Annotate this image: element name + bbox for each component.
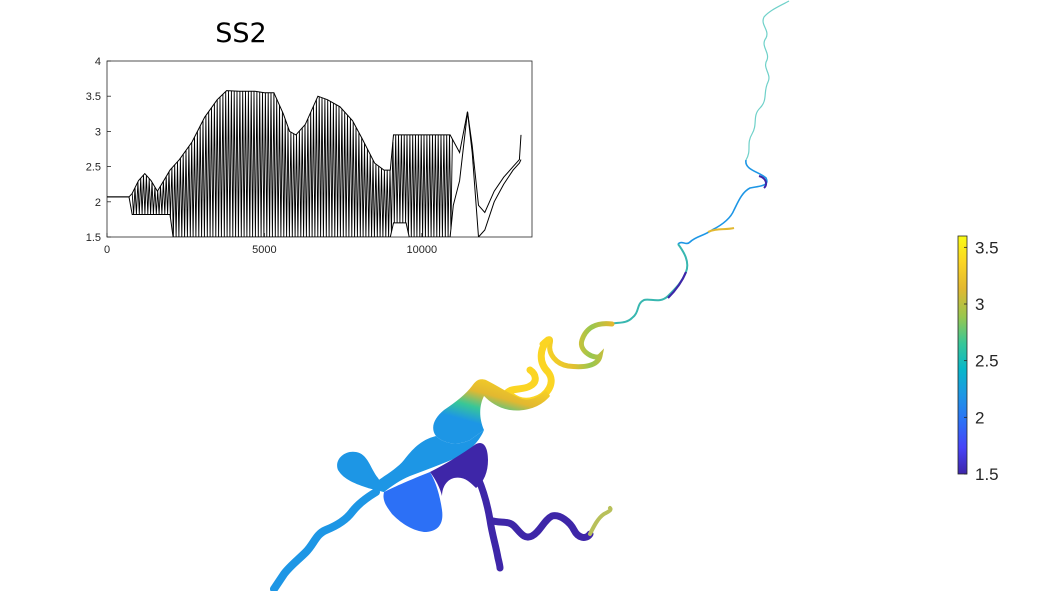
series-line-lower	[107, 111, 522, 237]
series-line-oscillation	[131, 90, 453, 237]
upstream-river-mid	[677, 159, 768, 245]
y-tick-label: 4	[95, 56, 101, 68]
colorbar-tick-label: 3.5	[975, 238, 999, 257]
upstream-bend-yellow	[707, 227, 735, 233]
west-channel-lower	[270, 488, 380, 591]
colorbar-ticks: 1.5 2 2.5 3 3.5	[964, 238, 999, 484]
x-tick-label: 10000	[407, 244, 438, 256]
estuary-blue	[383, 472, 443, 532]
colorbar: 1.5 2 2.5 3 3.5	[957, 235, 999, 484]
x-axis-ticks: 0 5000 10000	[104, 233, 437, 256]
east-branch-tip	[588, 506, 613, 536]
upstream-river-lower	[609, 243, 689, 325]
plot-title: SS2	[215, 18, 266, 49]
y-tick-label: 2.5	[86, 162, 101, 174]
colorbar-gradient	[957, 235, 968, 475]
upstream-dark-reach	[667, 271, 688, 299]
line-plot: SS2 0 5000 10000 1.5 2 2.5 3 3.5 4	[86, 18, 533, 256]
meander-green	[539, 321, 615, 370]
estuary-dark	[430, 442, 488, 496]
estuary-center	[368, 430, 484, 492]
y-tick-label: 3.5	[86, 91, 101, 103]
y-tick-label: 1.5	[86, 232, 101, 244]
upstream-river-top	[745, 0, 790, 161]
colorbar-tick-label: 1.5	[975, 465, 999, 484]
river-network-map	[270, 0, 790, 591]
west-channel	[337, 451, 384, 492]
series-line-upper	[107, 90, 522, 214]
y-tick-label: 3	[95, 126, 101, 138]
colorbar-tick-label: 2	[975, 408, 984, 427]
colorbar-tick-label: 2.5	[975, 352, 999, 371]
x-tick-label: 0	[104, 244, 110, 256]
y-tick-label: 2	[95, 197, 101, 209]
estuary-north	[433, 379, 550, 444]
x-tick-label: 5000	[252, 244, 276, 256]
east-branch	[474, 474, 594, 572]
y-axis-ticks: 1.5 2 2.5 3 3.5 4	[86, 56, 111, 244]
upstream-bend-dark	[758, 175, 768, 189]
colorbar-tick-label: 3	[975, 295, 984, 314]
